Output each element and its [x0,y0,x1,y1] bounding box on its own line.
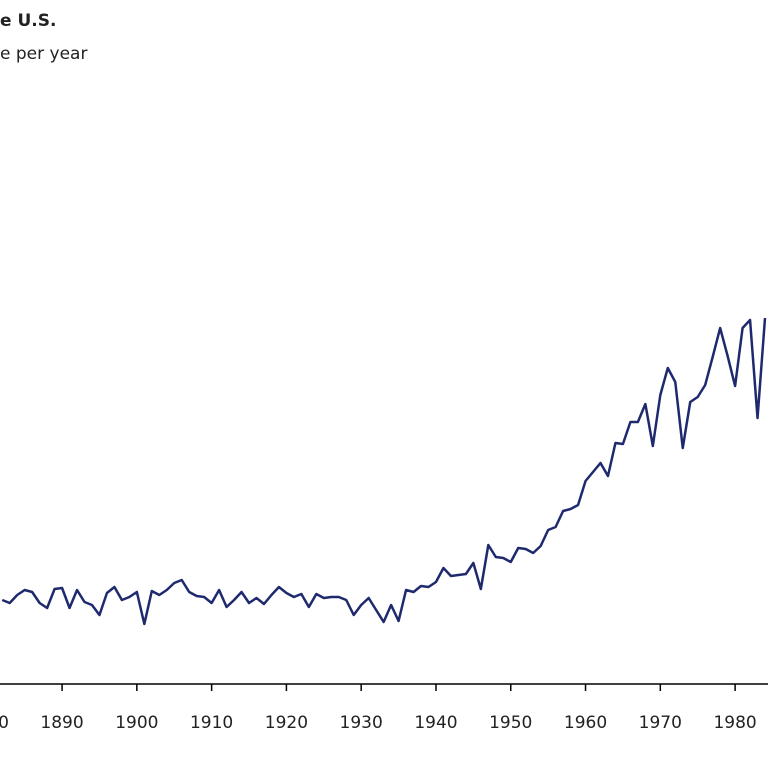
x-tick-label: 1900 [115,713,158,733]
x-tick-label: 1940 [414,713,457,733]
x-tick-label: 1920 [265,713,308,733]
x-tick-label: 1980 [713,713,756,733]
x-tick-label: 1950 [489,713,532,733]
chart-title: e U.S. [0,11,56,31]
x-tick-label: 1970 [639,713,682,733]
chart-subtitle: e per year [0,44,87,64]
x-tick-label: 1880 [0,713,9,733]
x-tick-label: 1910 [190,713,233,733]
x-tick-label: 1960 [564,713,607,733]
line-series [1,317,767,626]
x-tick-label: 1930 [340,713,383,733]
x-tick-label: 1890 [40,713,83,733]
